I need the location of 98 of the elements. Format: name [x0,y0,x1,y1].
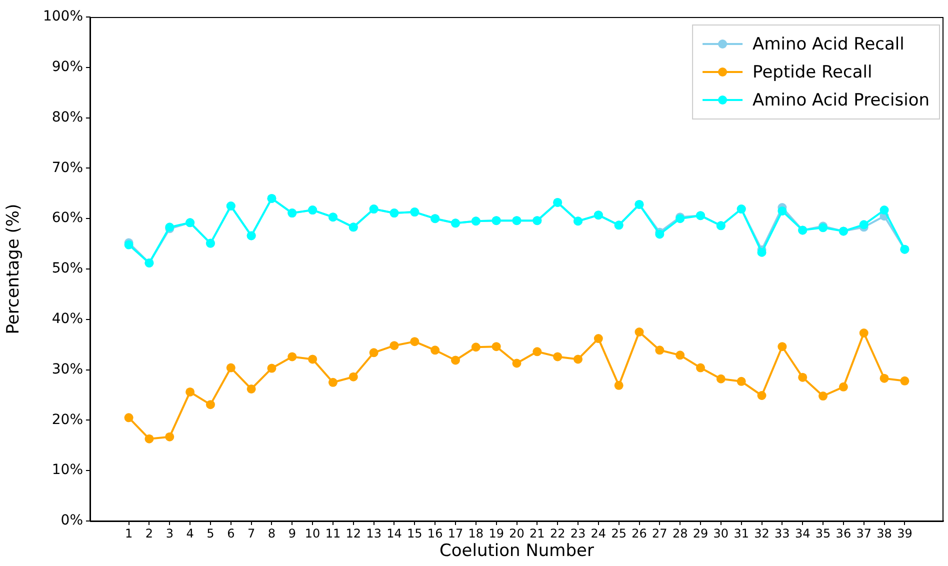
legend-label: Peptide Recall [752,62,872,82]
point [369,348,378,358]
y-tick-label: 20% [52,412,83,428]
point [696,363,706,372]
y-tick-label: 70% [52,160,83,176]
x-tick-label: 39 [897,526,912,540]
point [859,328,868,338]
x-tick-label: 18 [468,526,484,540]
point [206,400,215,410]
x-tick-label: 36 [836,526,852,540]
x-tick-label: 16 [427,526,443,540]
x-tick-label: 28 [672,526,688,540]
point [634,328,644,336]
point [471,342,480,352]
point [226,363,236,372]
point [838,382,848,392]
point [859,220,868,230]
x-tick-label: 15 [407,526,422,540]
x-tick-label: 10 [304,526,320,540]
y-tick-label: 50% [52,260,83,277]
x-tick-label: 4 [186,526,194,540]
y-tick-label: 90% [52,59,83,76]
x-axis-title: Coelution Number [440,541,594,562]
point [757,391,766,400]
point [736,376,746,386]
x-tick-label: 29 [692,526,708,540]
point [655,346,664,355]
point [492,342,501,352]
point [818,392,828,401]
y-tick-label: 80% [52,109,83,126]
point [450,356,460,365]
point [246,384,256,394]
x-tick-label: 8 [268,526,276,540]
x-tick-label: 9 [288,526,296,540]
x-tick-label: 33 [774,526,790,540]
x-tick-label: 31 [734,526,749,540]
point [798,372,808,382]
point [553,352,562,362]
x-tick-label: 26 [632,526,647,540]
x-tick-label: 32 [754,526,770,540]
point [778,342,787,352]
x-tick-label: 1 [124,526,133,540]
point [288,352,297,362]
point [186,387,195,396]
point [144,434,154,444]
y-tick-label: 60% [52,210,83,226]
x-tick-label: 23 [570,526,586,540]
y-tick-label: 30% [52,361,83,378]
point [348,372,358,382]
point [716,374,726,384]
x-tick-label: 12 [346,526,362,540]
x-tick-label: 13 [366,526,382,540]
x-tick-label: 3 [166,526,174,540]
point [880,206,889,215]
point [410,337,420,346]
x-tick-label: 37 [856,526,872,540]
point [900,376,910,386]
x-tick-label: 11 [325,526,341,540]
x-tick-label: 27 [652,526,668,540]
x-tick-label: 5 [206,526,214,540]
point [778,206,787,216]
point [308,354,318,364]
x-tick-label: 21 [530,526,545,540]
x-tick-label: 19 [488,526,504,540]
legend-label: Amino Acid Recall [752,34,904,54]
y-tick-label: 10% [52,462,83,478]
x-tick-label: 2 [145,526,154,540]
point [328,378,338,387]
x-tick-label: 22 [550,526,566,540]
x-tick-label: 30 [713,526,729,540]
x-tick-label: 14 [386,526,402,540]
y-tick-label: 100% [42,8,83,25]
legend-label: Amino Acid Precision [752,90,930,110]
x-tick-label: 7 [247,526,256,540]
point [594,334,603,344]
point [165,432,174,442]
point [880,374,889,383]
x-tick-label: 35 [815,526,831,540]
y-tick-label: 40% [52,311,83,328]
point [614,380,624,390]
point [757,248,766,257]
x-tick-label: 24 [590,526,606,540]
y-tick-label: 0% [60,512,83,529]
y-axis-title: Percentage (%) [4,204,24,334]
point [124,413,134,422]
point [267,364,276,373]
x-tick-label: 20 [509,526,524,540]
point [676,350,685,360]
point [390,341,399,350]
x-tick-label: 6 [227,526,235,540]
point [512,358,522,368]
x-tick-label: 17 [448,526,464,540]
x-tick-label: 34 [794,526,810,540]
point [430,346,440,355]
point [532,347,542,356]
x-tick-label: 25 [611,526,626,540]
x-tick-label: 38 [876,526,892,540]
point [574,354,583,364]
